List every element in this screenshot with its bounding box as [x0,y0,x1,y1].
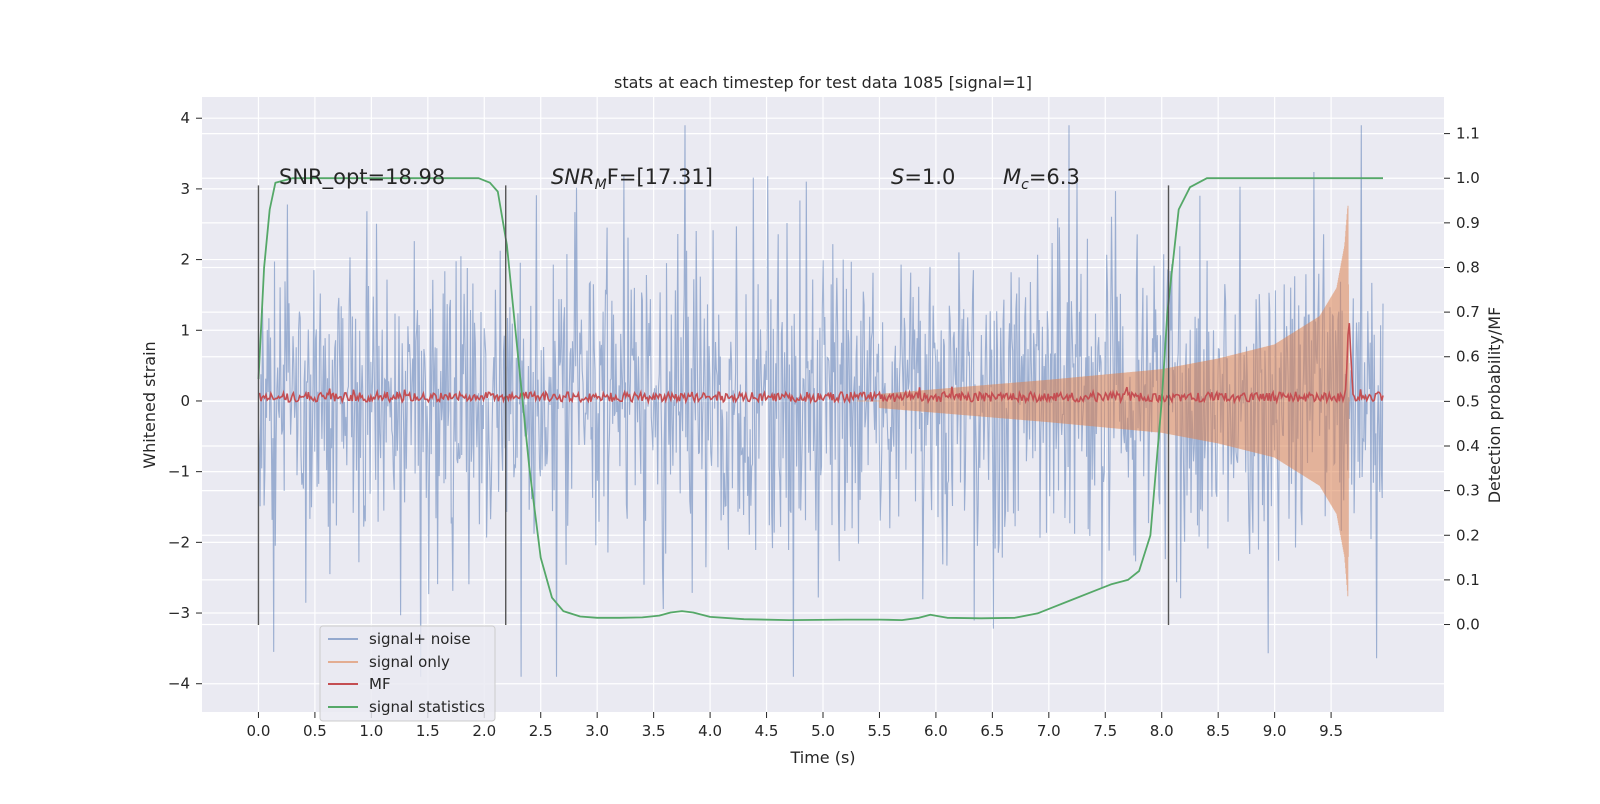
legend-box [319,625,496,722]
axes: 0.0 0.5 1.0 1.5 2.0 2.5 3.0 3.5 4.0 4.5 5.0 5.5 6.0 6… [168,109,1480,740]
x-tick-label: 5.0 [811,722,835,740]
y-tick-label-right: 0.9 [1456,214,1480,232]
chart-title: stats at each timestep for test data 108… [614,73,1032,92]
y-tick-label-left: 1 [180,321,190,339]
x-tick-label: 9.0 [1263,722,1287,740]
x-tick-label: 2.5 [529,722,553,740]
x-tick-label: 5.5 [868,722,892,740]
series-layer [257,125,1384,677]
x-tick-label: 8.0 [1150,722,1174,740]
x-tick-label: 6.5 [980,722,1004,740]
x-tick-label: 1.0 [359,722,383,740]
y-axis-label-left: Whitened strain [140,341,159,468]
x-tick-label: 4.5 [755,722,779,740]
annotation-snr-mf-value: F=[17.31] [607,165,713,189]
x-tick-label: 7.0 [1037,722,1061,740]
annotation-snr-mf-main: SNR [551,165,595,189]
annotation-mc-sub: c [1021,177,1029,193]
y-tick-label-left: 0 [180,392,190,410]
x-axis-label: Time (s) [789,748,855,767]
y-tick-label-right: 0.8 [1456,258,1480,276]
y-tick-label-left: −2 [168,533,190,551]
x-tick-label: 8.5 [1206,722,1230,740]
y-tick-label-right: 0.2 [1456,526,1480,544]
y-tick-label-right: 0.7 [1456,303,1480,321]
x-tick-label: 1.5 [416,722,440,740]
legend-label-signal-only: signal only [369,653,450,671]
annotation-s-symbol: S [891,165,904,189]
y-tick-label-left: 2 [180,251,190,269]
y-tick-label-left: 3 [180,180,190,198]
legend: signal+ noise signal only MF signal stat… [319,625,496,722]
x-tick-label: 6.0 [924,722,948,740]
y-tick-label-right: 0.6 [1456,348,1480,366]
series-signal-only [856,205,1351,597]
x-tick-label: 3.0 [585,722,609,740]
y-tick-label-right: 1.0 [1456,169,1480,187]
x-tick-label: 4.0 [698,722,722,740]
legend-label-signal-statistics: signal statistics [369,698,485,716]
x-tick-label: 3.5 [642,722,666,740]
x-tick-label: 2.0 [472,722,496,740]
annotation-mc-value: =6.3 [1029,165,1080,189]
annotation-mc: Mc=6.3 [1003,165,1080,193]
legend-label-mf: MF [369,675,391,693]
series-signal-statistics [257,177,1383,621]
annotation-snr-mf: SNRMF=[17.31] [551,165,713,193]
y-tick-label-left: 4 [180,109,190,127]
x-tick-label: 0.0 [247,722,271,740]
annotation-snr-opt: SNR_opt=18.98 [279,165,445,190]
x-tick-label: 0.5 [303,722,327,740]
y-axis-label-right: Detection probability/MF [1485,307,1504,504]
y-tick-label-right: 0.0 [1456,616,1480,634]
y-tick-label-left: −1 [168,463,190,481]
vertical-markers [257,185,1170,626]
y-tick-label-right: 0.5 [1456,392,1480,410]
y-tick-label-right: 0.1 [1456,571,1480,589]
legend-label-signal-noise: signal+ noise [369,630,471,648]
annotation-s: S=1.0 [891,165,955,189]
y-tick-label-right: 1.1 [1456,125,1480,143]
annotation-s-value: =1.0 [904,165,955,189]
annotations: SNR_opt=18.98 SNRMF=[17.31] S=1.0 Mc=6.3 [279,165,1080,193]
y-tick-label-left: −4 [168,675,190,693]
x-tick-label: 7.5 [1093,722,1117,740]
y-tick-label-right: 0.3 [1456,482,1480,500]
y-tick-label-left: −3 [168,604,190,622]
y-tick-label-right: 0.4 [1456,437,1480,455]
series-mf [258,323,1384,405]
x-tick-label: 9.5 [1319,722,1343,740]
annotation-mc-symbol: M [1003,165,1021,189]
annotation-snr-mf-sub: M [595,177,607,193]
